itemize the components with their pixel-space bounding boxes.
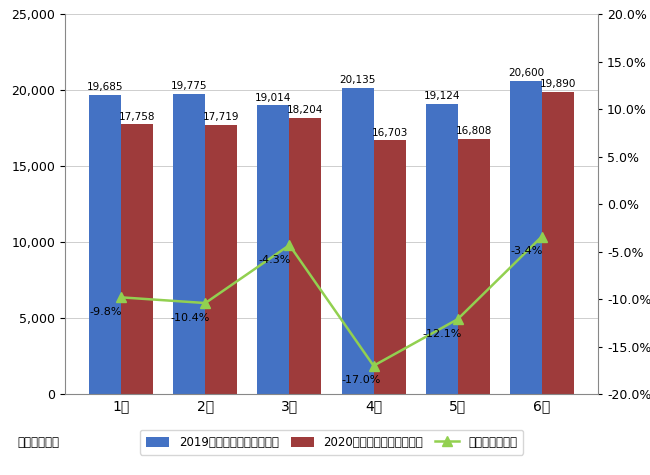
Bar: [89, 95, 121, 394]
Bar: [174, 94, 205, 394]
Text: 20,135: 20,135: [339, 76, 376, 86]
前年同月増減率: [202, 300, 209, 306]
前年同月増減率: [454, 316, 462, 322]
Text: 20,600: 20,600: [508, 68, 544, 78]
前年同月増減率: [538, 234, 546, 239]
Text: 17,758: 17,758: [119, 112, 155, 122]
Line: 前年同月増減率: 前年同月増減率: [116, 232, 547, 370]
Bar: [458, 139, 489, 394]
Text: 19,890: 19,890: [540, 79, 576, 89]
Text: -17.0%: -17.0%: [341, 375, 381, 385]
Text: -4.3%: -4.3%: [258, 255, 291, 265]
Bar: [426, 104, 458, 394]
Text: （単位：人）: （単位：人）: [17, 436, 59, 449]
Bar: [510, 81, 542, 394]
Bar: [257, 105, 289, 394]
Text: 19,014: 19,014: [255, 93, 292, 103]
Text: 19,124: 19,124: [423, 91, 460, 101]
Text: -10.4%: -10.4%: [170, 313, 210, 323]
Text: -9.8%: -9.8%: [90, 307, 122, 317]
前年同月増減率: [285, 242, 293, 248]
Text: -3.4%: -3.4%: [510, 246, 543, 256]
Text: 17,719: 17,719: [203, 112, 240, 122]
Text: 19,775: 19,775: [171, 81, 207, 91]
Bar: [205, 125, 237, 394]
Bar: [374, 141, 406, 394]
Text: 18,204: 18,204: [287, 105, 324, 115]
Bar: [289, 117, 321, 394]
Bar: [121, 124, 153, 394]
前年同月増減率: [117, 294, 125, 300]
Bar: [542, 92, 574, 394]
Text: 16,808: 16,808: [456, 126, 492, 136]
前年同月増減率: [370, 363, 378, 369]
Text: 19,685: 19,685: [87, 82, 124, 92]
Bar: [342, 88, 374, 394]
Text: -12.1%: -12.1%: [423, 329, 462, 339]
Legend: 2019年の新規求人数（人）, 2020年の新規求人数（人）, 前年同月増減率: 2019年の新規求人数（人）, 2020年の新規求人数（人）, 前年同月増減率: [140, 430, 523, 455]
Text: 16,703: 16,703: [371, 128, 408, 138]
